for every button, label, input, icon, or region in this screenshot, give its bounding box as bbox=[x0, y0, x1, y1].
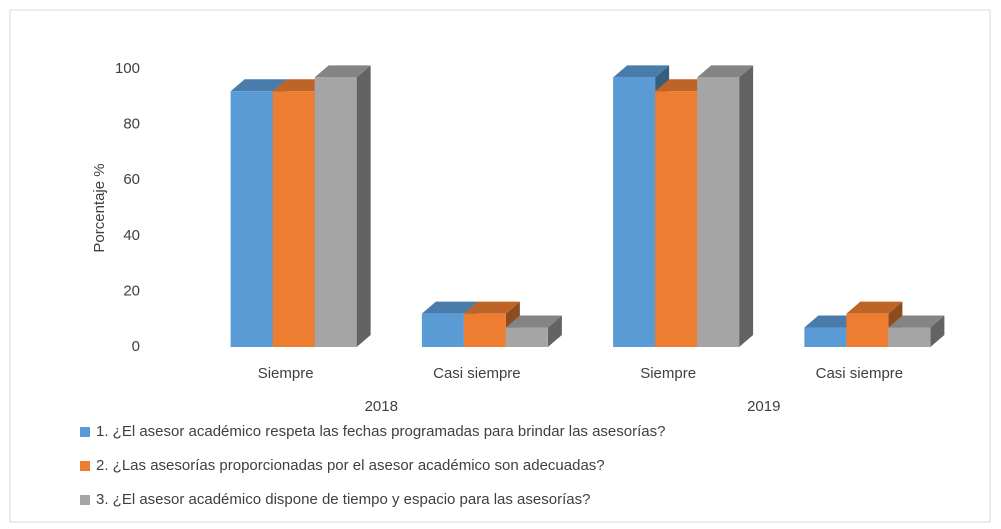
bar bbox=[697, 65, 754, 347]
bar-top bbox=[888, 315, 945, 328]
legend-label: 2. ¿Las asesorías proporcionadas por el … bbox=[96, 457, 605, 474]
bar bbox=[888, 315, 945, 347]
legend-swatch bbox=[80, 461, 90, 471]
x-tick-label: Siempre bbox=[640, 365, 696, 382]
legend-swatch bbox=[80, 495, 90, 505]
bar bbox=[314, 65, 371, 347]
bar-top bbox=[613, 65, 670, 78]
bar-front bbox=[655, 91, 698, 348]
bar-top bbox=[463, 301, 520, 314]
bar-front bbox=[888, 327, 931, 347]
x-tick-label: Casi siempre bbox=[433, 365, 521, 382]
legend-label: 3. ¿El asesor académico dispone de tiemp… bbox=[96, 491, 590, 508]
bar bbox=[505, 315, 562, 347]
legend-label: 1. ¿El asesor académico respeta las fech… bbox=[96, 423, 665, 440]
y-tick-label: 0 bbox=[132, 338, 140, 355]
bar-side bbox=[356, 65, 371, 347]
legend-swatch bbox=[80, 427, 90, 437]
bar-top bbox=[846, 301, 903, 314]
bar-front bbox=[804, 327, 847, 347]
bar-top bbox=[505, 315, 562, 328]
y-tick-label: 60 bbox=[123, 171, 140, 188]
bar-side bbox=[930, 315, 945, 347]
bar-front bbox=[505, 327, 548, 347]
bar-top bbox=[314, 65, 371, 78]
bar-front bbox=[421, 313, 464, 347]
group-label: 2018 bbox=[365, 398, 398, 415]
bar-top bbox=[421, 301, 478, 314]
bar-front bbox=[314, 77, 357, 347]
bar-front bbox=[697, 77, 740, 347]
y-tick-label: 100 bbox=[115, 60, 140, 77]
bar-front bbox=[846, 313, 889, 347]
y-tick-label: 80 bbox=[123, 116, 140, 133]
x-tick-label: Siempre bbox=[258, 365, 314, 382]
bar-front bbox=[272, 91, 315, 348]
bar-side bbox=[547, 315, 562, 347]
bar-top bbox=[697, 65, 754, 78]
bar-front bbox=[230, 91, 273, 348]
y-axis-label: Porcentaje % bbox=[91, 163, 108, 252]
bar bbox=[846, 301, 903, 347]
chart-frame bbox=[9, 9, 991, 523]
bar-front bbox=[463, 313, 506, 347]
group-label: 2019 bbox=[747, 398, 780, 415]
x-tick-label: Casi siempre bbox=[816, 365, 904, 382]
y-tick-label: 40 bbox=[123, 227, 140, 244]
bar-side bbox=[739, 65, 754, 347]
y-tick-label: 20 bbox=[123, 282, 140, 299]
bar-front bbox=[613, 77, 656, 347]
bar-top bbox=[230, 79, 287, 92]
